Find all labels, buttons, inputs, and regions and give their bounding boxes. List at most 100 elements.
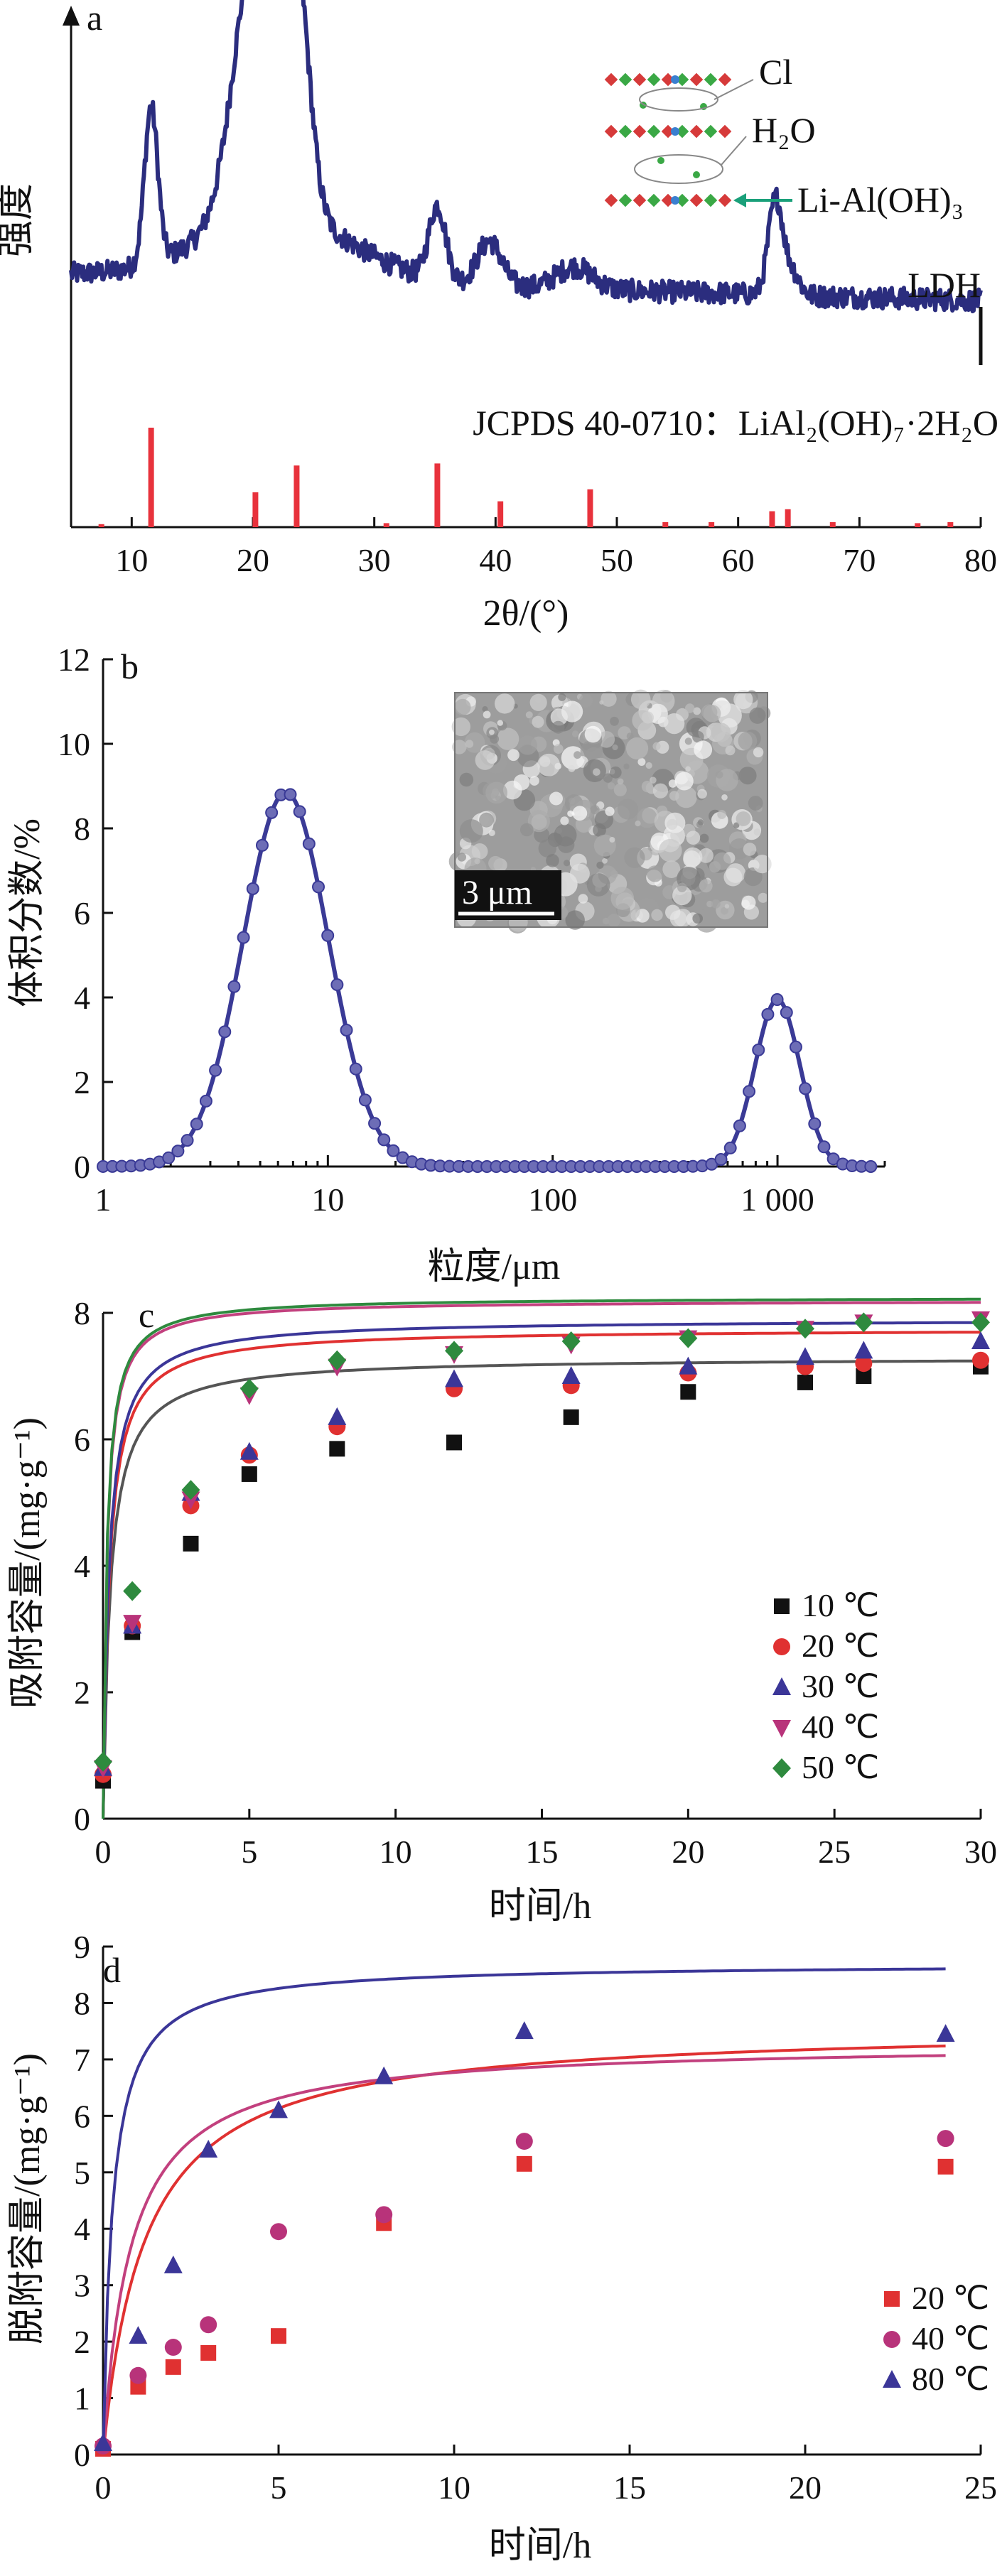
sem-particle <box>488 855 503 871</box>
sem-particle <box>488 829 495 836</box>
legend-marker-50 <box>772 1758 791 1778</box>
panel-b-ylabel: 体积分数/% <box>7 818 48 1007</box>
psd-marker <box>752 1043 765 1056</box>
sem-particle <box>471 843 488 860</box>
panel-label-c: c <box>139 1295 154 1335</box>
y-tick-label: 6 <box>74 1422 90 1458</box>
y-tick-label: 1 <box>74 2381 90 2417</box>
sem-particle <box>736 811 751 826</box>
y-tick-label: 7 <box>74 2042 90 2078</box>
octahedron-shape <box>603 124 619 139</box>
sem-particle <box>641 781 654 793</box>
x-tick-label: 20 <box>672 1834 704 1870</box>
sem-particle <box>490 734 500 744</box>
sem-particle <box>459 819 483 843</box>
panel-d-ylabel: 脱附容量/(mg·g⁻¹) <box>7 2053 48 2344</box>
psd-marker <box>761 1007 775 1021</box>
sem-particle <box>665 904 681 920</box>
x-tick-label: 70 <box>843 542 876 578</box>
data-point-10 <box>241 1466 257 1482</box>
sem-particle <box>464 732 485 753</box>
sem-particle <box>685 703 695 713</box>
sem-particle <box>733 690 753 710</box>
reference-bars <box>98 428 954 527</box>
sem-particle <box>753 747 764 758</box>
sem-particle <box>607 782 615 790</box>
sem-particle <box>568 765 576 772</box>
data-point-50 <box>328 1350 347 1370</box>
data-point-40 <box>129 2366 147 2384</box>
data-point-30 <box>796 1347 814 1365</box>
legend-label-50: 50 ℃ <box>802 1749 879 1785</box>
x-tick-label: 10 <box>379 1834 412 1870</box>
y-tick-label: 2 <box>74 1674 90 1711</box>
data-point-10 <box>563 1409 579 1425</box>
water-pointer <box>721 136 747 166</box>
data-point-30 <box>328 1407 347 1425</box>
sem-particle <box>738 767 757 785</box>
data-point-80 <box>163 2255 183 2273</box>
data-point-20 <box>937 2158 954 2175</box>
sem-particle <box>452 740 467 754</box>
sem-particle <box>454 698 471 715</box>
panel-label-b: b <box>121 646 139 686</box>
x-tick-label: 1 000 <box>741 1181 814 1218</box>
fit-line-20 <box>102 1331 981 1819</box>
sem-particle <box>626 737 649 760</box>
x-tick-label: 80 <box>964 542 997 578</box>
panel-d-legend: 20 ℃ 40 ℃ 80 ℃ <box>883 2280 989 2397</box>
sem-particle <box>641 711 655 724</box>
panel-a-x-ticks: 10 20 30 40 50 60 70 80 <box>115 517 997 578</box>
sem-particle <box>610 887 635 910</box>
sem-particle <box>692 730 704 743</box>
octahedron-shape <box>703 124 718 139</box>
sem-particle <box>623 763 630 770</box>
data-point-10 <box>797 1374 813 1390</box>
psd-marker <box>733 1119 746 1132</box>
data-point-30 <box>971 1331 990 1350</box>
sem-particle <box>668 779 677 788</box>
sem-particle <box>610 716 619 726</box>
data-point-40 <box>164 2339 182 2356</box>
sem-particle <box>646 865 664 882</box>
x-tick-label: 15 <box>613 2469 646 2506</box>
panel-b-psd: b 体积分数/% 0 2 4 6 8 10 12 1 10 100 1 000 粒度/μm 3 μ… <box>7 642 886 1287</box>
octahedron-shape <box>632 193 647 208</box>
data-point-50 <box>854 1312 873 1333</box>
sem-particle <box>624 847 645 868</box>
legend-marker-20 <box>773 1638 790 1655</box>
sem-particle <box>571 730 579 737</box>
structure-layer-middle <box>603 102 733 178</box>
x-tick-label: 40 <box>479 542 512 578</box>
legend-marker-10 <box>774 1598 790 1614</box>
psd-marker <box>349 1062 362 1076</box>
x-tick-label: 0 <box>95 2469 112 2506</box>
ion-dot <box>657 157 664 164</box>
legend-marker-30 <box>772 1677 791 1695</box>
octahedron-shape <box>703 72 718 87</box>
y-tick-label: 8 <box>74 1985 90 2021</box>
fit-line-30 <box>102 1321 981 1819</box>
panel-c-legend: 10 ℃ 20 ℃ 30 ℃ 40 ℃ 50 ℃ <box>772 1587 879 1785</box>
y-axis-arrow-icon <box>63 6 80 26</box>
sem-particle <box>459 772 474 787</box>
sem-particle <box>475 750 495 770</box>
sem-particle <box>659 838 682 862</box>
sem-particle <box>652 783 669 799</box>
panel-d-y-ticks: 0 1 2 3 4 5 6 7 8 9 <box>74 1929 113 2473</box>
octahedron-shape <box>646 124 662 139</box>
sem-particle <box>613 783 627 796</box>
octahedron-shape <box>717 72 733 87</box>
sem-particle <box>675 786 697 808</box>
octahedron-shape <box>646 72 662 87</box>
li-atom-shape <box>671 127 679 136</box>
x-tick-label: 20 <box>237 542 269 578</box>
sem-particle <box>672 885 692 906</box>
sem-particle <box>601 691 617 707</box>
data-point-50 <box>971 1312 990 1333</box>
structure-label-layer: Li-Al(OH)₃ <box>797 180 964 220</box>
y-tick-label: 6 <box>74 2098 90 2134</box>
sem-particle <box>711 899 721 909</box>
sem-particle <box>565 910 585 930</box>
